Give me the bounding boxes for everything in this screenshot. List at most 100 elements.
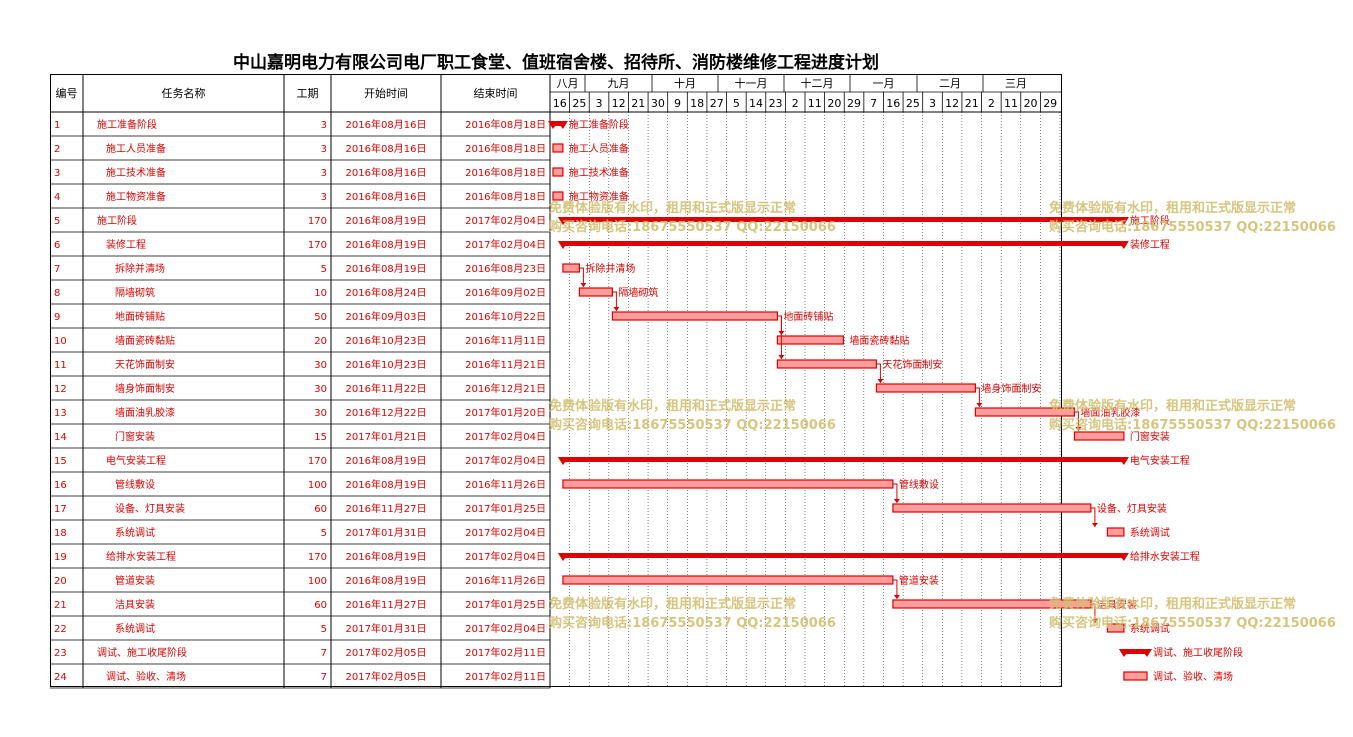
task-name: 调试、施工收尾阶段 [97, 646, 187, 659]
summary-bar[interactable] [553, 121, 563, 126]
dependency-arrow [893, 499, 900, 503]
dependency-link [975, 387, 980, 407]
task-end: 2017年02月11日 [465, 670, 546, 683]
task-name: 管线敷设 [115, 478, 155, 491]
task-bar-label: 施工人员准备 [569, 142, 629, 155]
watermark-line2: 购买咨询电话:18675550537 QQ:22150066 [549, 417, 836, 433]
task-bar[interactable] [562, 479, 894, 489]
task-end: 2016年08月18日 [465, 166, 546, 179]
dependency-arrow [1091, 619, 1098, 623]
month-label: 三月 [1005, 77, 1027, 90]
task-duration: 10 [314, 288, 327, 299]
week-label: 5 [733, 97, 740, 110]
dependency-link [612, 291, 617, 311]
task-bar[interactable] [1106, 527, 1125, 537]
week-label: 16 [886, 97, 900, 110]
task-name: 系统调试 [115, 622, 155, 635]
watermark-line1: 免费体验版有水印，租用和正式版显示正常 [549, 596, 796, 612]
task-name: 天花饰面制安 [115, 358, 175, 371]
task-duration: 7 [321, 648, 327, 659]
month-label: 十二月 [801, 76, 834, 90]
task-name: 洁具安装 [115, 598, 155, 611]
summary-end-marker [1117, 553, 1129, 561]
task-start: 2017年01月21日 [346, 430, 427, 443]
task-duration: 60 [314, 504, 327, 515]
task-start: 2016年11月22日 [346, 382, 427, 395]
task-bar-label: 调试、施工收尾阶段 [1153, 646, 1243, 659]
summary-bar[interactable] [562, 217, 1124, 222]
task-duration: 15 [314, 432, 327, 443]
task-bar[interactable] [892, 503, 1092, 513]
summary-end-marker [1117, 457, 1129, 465]
task-start: 2016年08月19日 [346, 454, 427, 467]
task-name: 系统调试 [115, 526, 155, 539]
task-bar[interactable] [552, 143, 564, 153]
task-id: 6 [54, 240, 60, 251]
task-name: 隔墙砌筑 [115, 286, 155, 299]
week-label: 2 [988, 97, 995, 110]
dependency-arrow [580, 283, 587, 287]
task-id: 20 [54, 576, 67, 587]
task-id: 23 [54, 648, 67, 659]
task-bar[interactable] [562, 575, 894, 585]
task-duration: 20 [314, 336, 327, 347]
task-bar-label: 管道安装 [899, 574, 939, 587]
task-bar[interactable] [552, 167, 564, 177]
task-end: 2017年01月25日 [465, 502, 546, 515]
task-end: 2017年02月04日 [465, 214, 546, 227]
summary-bar[interactable] [562, 553, 1124, 558]
week-label: 20 [827, 97, 841, 110]
task-bar[interactable] [611, 311, 779, 321]
task-id: 7 [54, 264, 60, 275]
task-bar-label: 施工准备阶段 [569, 118, 629, 131]
task-duration: 5 [321, 264, 327, 275]
summary-bar[interactable] [562, 241, 1124, 246]
col-header-start: 开始时间 [364, 86, 408, 100]
week-label: 11 [1004, 97, 1018, 110]
task-bar[interactable] [552, 191, 564, 201]
task-duration: 30 [314, 384, 327, 395]
task-id: 11 [54, 360, 67, 371]
task-bar-label: 天花饰面制安 [882, 358, 942, 371]
task-bar[interactable] [578, 287, 614, 297]
task-bar[interactable] [875, 383, 977, 393]
summary-bar[interactable] [1123, 649, 1147, 654]
task-bar[interactable] [776, 335, 845, 345]
task-start: 2016年10月23日 [346, 358, 427, 371]
task-bar[interactable] [776, 359, 878, 369]
week-label: 25 [906, 97, 920, 110]
task-bar[interactable] [1123, 671, 1148, 681]
task-duration: 30 [314, 408, 327, 419]
dependency-link [876, 363, 881, 383]
task-name: 施工人员准备 [106, 142, 166, 155]
task-bar[interactable] [562, 263, 581, 273]
week-label: 12 [945, 97, 959, 110]
summary-end-marker [1117, 241, 1129, 249]
task-id: 10 [54, 336, 67, 347]
dependency-link [892, 483, 898, 503]
task-name: 地面砖铺贴 [115, 310, 165, 323]
task-bar-label: 设备、灯具安装 [1097, 502, 1167, 515]
task-end: 2016年08月18日 [465, 118, 546, 131]
task-start: 2017年02月05日 [346, 670, 427, 683]
task-end: 2016年09月02日 [465, 286, 546, 299]
task-id: 8 [54, 288, 60, 299]
task-id: 15 [54, 456, 67, 467]
task-id: 22 [54, 624, 67, 635]
task-bar[interactable] [1106, 623, 1125, 633]
dependency-arrow [893, 595, 900, 599]
task-duration: 170 [308, 456, 327, 467]
month-label: 十月 [674, 76, 696, 90]
task-end: 2016年10月22日 [465, 310, 546, 323]
week-label: 11 [808, 97, 822, 110]
watermark-line2: 购买咨询电话:18675550537 QQ:22150066 [549, 615, 836, 631]
task-end: 2016年11月26日 [465, 574, 546, 587]
dependency-link [892, 579, 898, 599]
task-name: 给排水安装工程 [106, 550, 176, 563]
summary-bar[interactable] [562, 457, 1124, 462]
task-bar[interactable] [1073, 431, 1125, 441]
task-start: 2016年08月19日 [346, 574, 427, 587]
task-end: 2017年02月04日 [465, 550, 546, 563]
task-start: 2016年11月27日 [346, 598, 427, 611]
task-bar-label: 门窗安装 [1130, 430, 1170, 443]
